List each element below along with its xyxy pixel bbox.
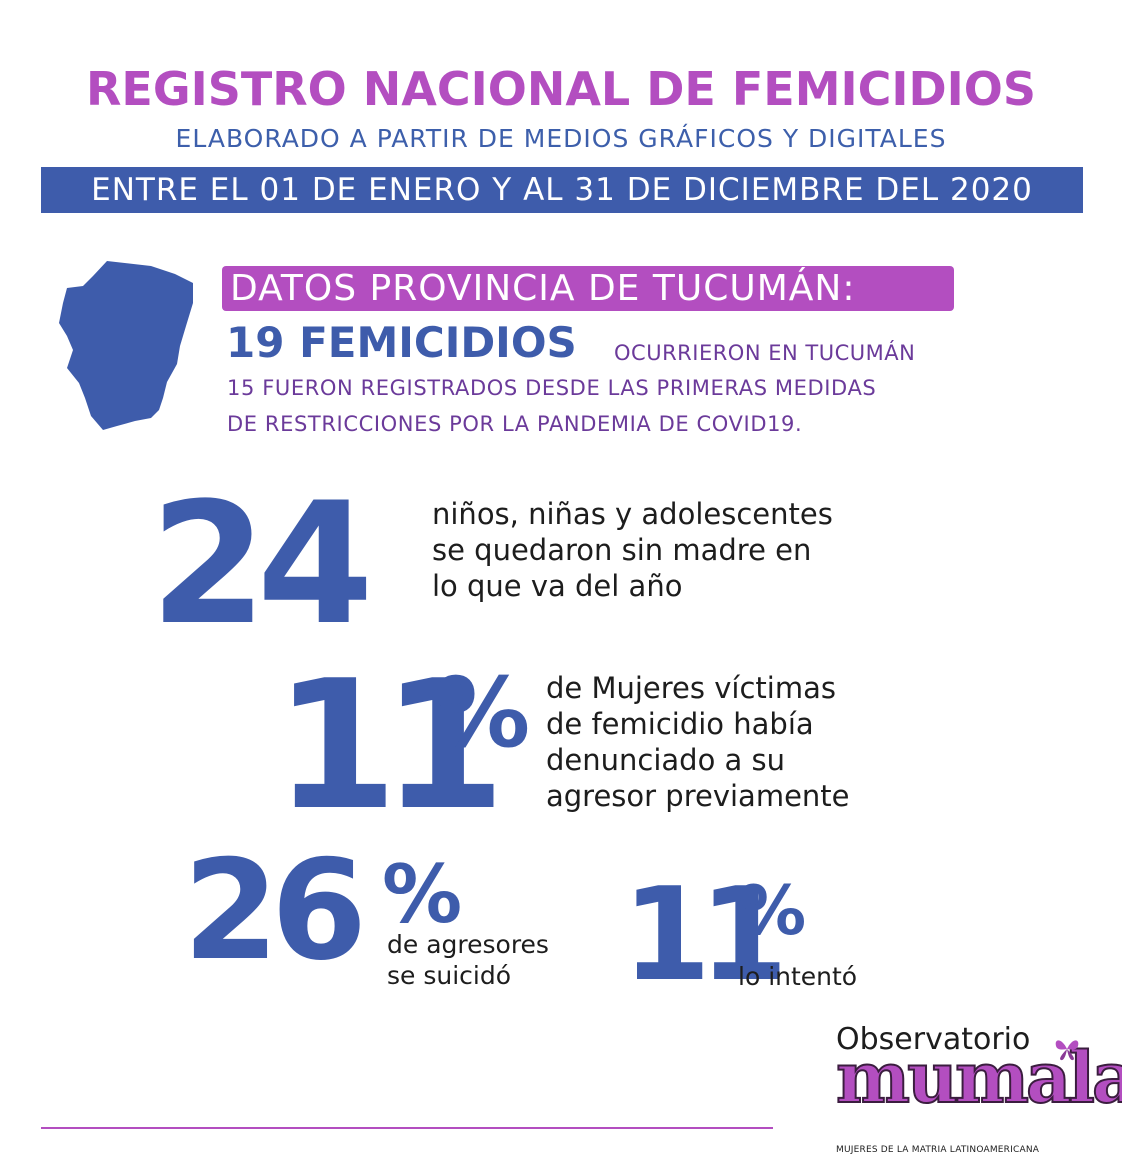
attempted-stat-text: lo intentó	[738, 962, 858, 991]
reported-stat-text: de Mujeres víctimas de femicidio había d…	[546, 670, 850, 814]
attempted-stat-value: 11	[622, 861, 788, 1010]
reported-stat-value: 11	[274, 642, 506, 849]
bottom-divider	[41, 1127, 773, 1129]
logo-observatorio: Observatorio	[836, 1022, 1031, 1057]
subtitle: ELABORADO A PARTIR DE MEDIOS GRÁFICOS Y …	[175, 124, 947, 153]
tucuman-map-icon	[59, 261, 193, 430]
suicide-stat-value: 26	[183, 830, 367, 991]
children-line-2: se quedaron sin madre en	[432, 533, 812, 567]
reported-line-3: denunciado a su	[546, 743, 786, 777]
femicides-text: OCURRIERON EN TUCUMÁN	[614, 341, 916, 365]
suicide-stat-text: de agresores se suicidó	[387, 929, 549, 991]
logo-mumala: mumala	[835, 1036, 1122, 1119]
logo-tagline: MUJERES DE LA MATRIA LATINOAMERICANA	[836, 1145, 1040, 1155]
attempted-stat-unit: %	[738, 872, 807, 951]
femicides-count: 19 FEMICIDIOS	[226, 318, 577, 367]
reported-line-4: agresor previamente	[546, 779, 850, 813]
province-heading: DATOS PROVINCIA DE TUCUMÁN:	[222, 266, 954, 311]
children-line-3: lo que va del año	[432, 569, 683, 603]
children-stat-value: 24	[150, 466, 374, 662]
reported-line-2: de femicidio había	[546, 707, 814, 741]
reported-stat-unit: %	[434, 657, 531, 769]
main-title: REGISTRO NACIONAL DE FEMICIDIOS	[85, 62, 1037, 116]
children-line-1: niños, niñas y adolescentes	[432, 497, 833, 531]
suicide-line-2: se suicidó	[387, 961, 512, 990]
children-stat-text: niños, niñas y adolescentes se quedaron …	[432, 496, 833, 604]
covid-line-2: DE RESTRICCIONES POR LA PANDEMIA DE COVI…	[227, 412, 803, 436]
reported-line-1: de Mujeres víctimas	[546, 671, 836, 705]
date-range-banner: ENTRE EL 01 DE ENERO Y AL 31 DE DICIEMBR…	[41, 167, 1083, 213]
suicide-stat-unit: %	[382, 848, 463, 941]
covid-line-1: 15 FUERON REGISTRADOS DESDE LAS PRIMERAS…	[227, 376, 877, 400]
suicide-line-1: de agresores	[387, 930, 549, 959]
butterfly-icon	[1055, 1040, 1079, 1061]
